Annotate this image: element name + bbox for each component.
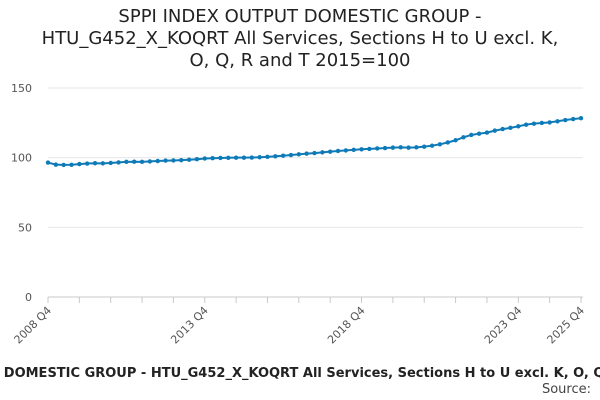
data-point[interactable] [265,154,270,160]
data-point[interactable] [508,125,513,131]
chart-title-line-1: SPPI INDEX OUTPUT DOMESTIC GROUP - [118,6,482,27]
data-point[interactable] [45,160,51,165]
data-point[interactable] [476,131,482,136]
data-point[interactable] [233,155,239,160]
data-point[interactable] [53,162,59,167]
data-point[interactable] [84,161,90,166]
data-point[interactable] [563,117,568,123]
data-point[interactable] [273,154,278,159]
data-point[interactable] [578,116,584,121]
source-label: Source: [541,382,591,397]
footer-series-label: SPPI INDEX OUTPUT DOMESTIC GROUP - HTU_G… [0,366,600,381]
data-point[interactable] [218,155,223,161]
data-point[interactable] [296,152,302,157]
data-point[interactable] [406,145,411,150]
data-point[interactable] [61,162,66,168]
footer-series-label-row: SPPI INDEX OUTPUT DOMESTIC GROUP - HTU_G… [0,366,600,382]
chart-title: SPPI INDEX OUTPUT DOMESTIC GROUP - HTU_G… [0,6,600,72]
data-point[interactable] [570,116,576,122]
data-point[interactable] [437,142,443,147]
data-point[interactable] [429,143,435,148]
data-point[interactable] [155,158,160,164]
data-point[interactable] [226,155,231,161]
data-point[interactable] [171,158,176,163]
data-point[interactable] [186,157,192,162]
chart-title-line-3: O, Q, R and T 2015=100 [189,50,411,71]
grid-layer [48,87,583,298]
data-point[interactable] [139,159,145,165]
data-point[interactable] [367,146,372,152]
data-point[interactable] [547,120,552,125]
data-point[interactable] [288,152,294,158]
axis-layer: 0 50 100 150 [11,82,582,304]
data-point[interactable] [210,156,215,161]
data-point[interactable] [382,145,388,151]
data-point[interactable] [516,124,521,129]
x-tick-label-layer: 2008 Q4 2013 Q4 2018 Q4 2023 Q4 2025 Q4 [12,304,588,347]
data-point[interactable] [531,121,537,126]
data-point[interactable] [280,153,286,158]
y-tick-label: 100 [11,152,32,165]
data-point[interactable] [539,120,545,126]
data-point[interactable] [523,122,529,127]
data-point[interactable] [390,145,396,150]
data-point[interactable] [100,161,106,166]
data-point[interactable] [241,155,247,160]
data-point[interactable] [343,148,349,153]
data-point[interactable] [555,119,560,124]
data-point[interactable] [132,159,137,164]
y-tick-label: 0 [25,291,32,304]
data-point[interactable] [249,155,254,160]
x-tick-label: 2008 Q4 [12,304,55,347]
data-point[interactable] [163,158,168,163]
x-tick-label: 2025 Q4 [545,304,588,347]
data-point[interactable] [69,162,74,167]
y-tick-label: 50 [18,221,32,234]
data-point[interactable] [147,159,153,164]
data-point[interactable] [469,132,474,138]
chart-title-line-2: HTU_G452_X_KOQRT All Services, Sections … [41,28,559,49]
data-point[interactable] [304,151,309,156]
x-tick-label: 2018 Q4 [325,304,368,347]
y-tick-label: 150 [11,82,32,95]
data-point[interactable] [500,126,505,132]
data-point[interactable] [108,160,113,166]
data-point[interactable] [327,149,333,154]
data-point[interactable] [492,128,497,133]
data-point[interactable] [77,161,82,167]
data-point[interactable] [179,157,184,163]
x-tick-label: 2023 Q4 [482,304,525,347]
x-tick-label: 2013 Q4 [168,304,211,347]
data-point[interactable] [257,155,262,160]
data-point[interactable] [359,147,364,152]
data-point[interactable] [414,145,419,150]
data-point[interactable] [335,148,341,154]
data-point[interactable] [202,156,207,161]
data-point[interactable] [124,159,129,165]
data-point[interactable] [194,156,200,162]
series-layer [45,116,584,168]
data-point[interactable] [398,145,403,150]
data-point[interactable] [453,138,458,143]
data-point[interactable] [375,146,380,151]
data-point[interactable] [351,147,356,153]
data-point[interactable] [312,150,317,156]
data-point[interactable] [461,135,466,140]
data-point[interactable] [422,144,427,149]
data-point[interactable] [320,150,325,155]
data-point[interactable] [92,161,98,166]
data-point[interactable] [116,160,121,165]
data-point[interactable] [484,130,490,135]
data-point[interactable] [445,140,450,145]
